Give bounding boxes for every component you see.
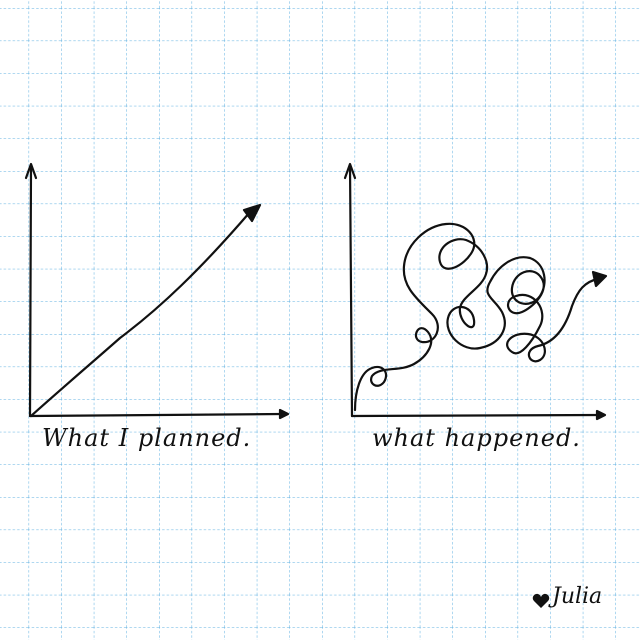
planned-axes bbox=[24, 162, 290, 420]
planned-x-axis-arrow bbox=[278, 408, 290, 420]
happened-caption: what happened. bbox=[372, 424, 581, 452]
planned-y-axis bbox=[28, 166, 33, 418]
heart-icon bbox=[532, 593, 550, 608]
planned-line-arrowhead bbox=[242, 203, 262, 223]
happened-axes bbox=[343, 162, 607, 421]
planned-y-axis-arrow bbox=[24, 162, 38, 180]
happened-x-axis-arrow bbox=[595, 409, 607, 421]
signature-text: Julia bbox=[552, 584, 603, 609]
planned-x-axis bbox=[28, 412, 284, 418]
happened-y-axis-arrow bbox=[343, 162, 357, 180]
happened-y-axis bbox=[348, 164, 354, 418]
happened-squiggle bbox=[353, 222, 602, 412]
happened-x-axis bbox=[350, 413, 602, 418]
planned-caption: What I planned. bbox=[42, 424, 252, 452]
planned-line bbox=[29, 203, 262, 418]
happened-squiggle-arrowhead bbox=[591, 270, 608, 288]
